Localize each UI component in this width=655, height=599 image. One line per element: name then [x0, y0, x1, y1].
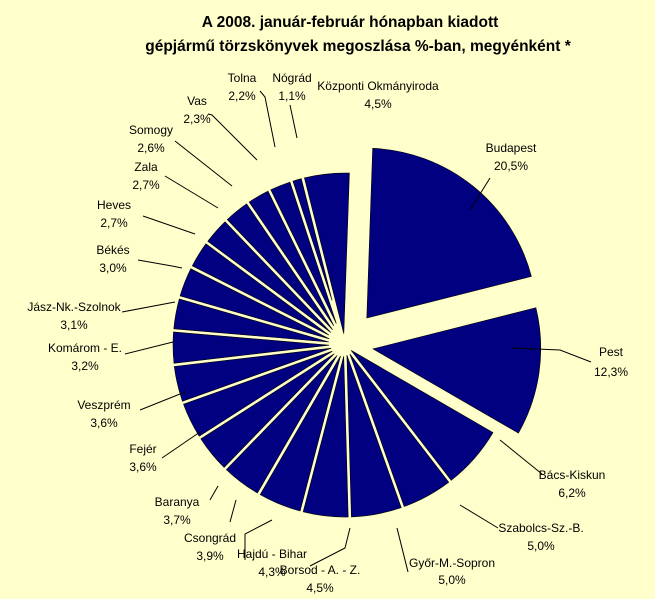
leader-line — [229, 499, 237, 523]
chart-title-line-2: gépjármű törzskönyvek megoszlása %-ban, … — [145, 38, 571, 55]
leader-line — [244, 519, 273, 560]
slice-name-label: Heves — [97, 198, 131, 212]
pie-slice — [349, 353, 450, 507]
pie-slice — [172, 331, 330, 364]
slice-name-label: Somogy — [129, 123, 173, 137]
slice-value-label: 3,6% — [129, 460, 157, 474]
pie-slices — [172, 147, 542, 518]
pie-slice — [200, 353, 335, 468]
pie-slice — [191, 243, 330, 336]
slice-value-label: 4,5% — [306, 581, 334, 595]
slice-name-label: Komárom - E. — [48, 341, 122, 355]
slice-value-label: 3,0% — [99, 261, 127, 275]
leader-line — [164, 175, 219, 209]
slice-value-label: 3,7% — [163, 513, 191, 527]
slice-value-label: 2,6% — [137, 141, 165, 155]
slice-name-label: Baranya — [155, 495, 200, 509]
slice-value-label: 2,7% — [132, 178, 160, 192]
pie-slice — [350, 350, 494, 481]
slice-name-label: Győr-M.-Sopron — [409, 556, 495, 570]
pie-slice — [304, 172, 350, 334]
pie-slice — [173, 347, 332, 402]
slice-name-label: Szabolcs-Sz.-B. — [498, 521, 583, 535]
pie-slice — [225, 355, 338, 494]
chart-title-line-1: A 2008. január-február hónapban kiadott — [202, 14, 499, 31]
slice-value-label: 12,3% — [594, 365, 628, 379]
slice-value-label: 2,7% — [100, 216, 128, 230]
pie-slice — [292, 178, 333, 301]
slice-value-label: 1,1% — [278, 89, 306, 103]
leader-line — [459, 504, 499, 529]
leader-line — [137, 259, 183, 269]
slice-value-label: 4,3% — [258, 565, 286, 579]
leader-line — [139, 391, 186, 411]
slice-value-label: 2,2% — [228, 89, 256, 103]
slice-name-label: Hajdú - Bihar — [237, 547, 307, 561]
slice-value-label: 5,0% — [527, 539, 555, 553]
slice-name-label: Bács-Kiskun — [539, 468, 606, 482]
leader-line — [511, 347, 592, 363]
slice-name-label: Zala — [134, 160, 158, 174]
leader-line — [309, 527, 351, 567]
pie-slice — [179, 268, 330, 340]
leader-line — [289, 104, 298, 139]
slice-name-label: Pest — [599, 345, 624, 359]
leader-line — [469, 177, 491, 211]
slice-name-label: Veszprém — [77, 398, 130, 412]
pie-slice — [183, 350, 333, 437]
leader-line — [209, 485, 219, 501]
slice-labels: Budapest 20,5% Pest 12,3% Bács-Kiskun 6,2% Sza… — [27, 71, 628, 595]
pie-slice — [226, 203, 333, 331]
slice-value-label: 3,1% — [60, 318, 88, 332]
leader-line — [207, 113, 258, 161]
leader-line — [161, 431, 201, 459]
slice-value-label: 5,0% — [438, 573, 466, 587]
pie-slice — [173, 298, 329, 343]
slice-name-label: Budapest — [486, 141, 537, 155]
pie-slice — [372, 307, 542, 434]
slice-name-label: Békés — [96, 243, 129, 257]
pie-slice — [302, 356, 349, 518]
leader-line — [121, 301, 176, 313]
leader-line — [396, 527, 409, 573]
leader-line — [259, 90, 276, 148]
leader-line — [174, 140, 233, 187]
slice-name-label: Csongrád — [184, 531, 236, 545]
pie-slice — [366, 147, 532, 319]
slice-value-label: 3,9% — [196, 549, 224, 563]
slice-name-label: Nógrád — [272, 71, 311, 85]
slice-name-label: Tolna — [228, 71, 257, 85]
leader-line — [499, 439, 543, 475]
slice-value-label: 20,5% — [494, 159, 528, 173]
leader-line — [124, 341, 174, 355]
slice-value-label: 6,2% — [558, 486, 586, 500]
pie-slice — [248, 190, 335, 326]
slice-value-label: 3,2% — [71, 359, 99, 373]
slice-value-label: 2,3% — [183, 112, 211, 126]
slice-value-label: 3,6% — [90, 416, 118, 430]
slice-value-label: 4,5% — [364, 97, 392, 111]
leader-line — [142, 215, 196, 235]
pie-slice — [207, 221, 332, 333]
slice-name-label: Borsod - A. - Z. — [280, 563, 361, 577]
slice-name-label: Központi Okmányiroda — [317, 79, 439, 93]
slice-name-label: Vas — [187, 94, 207, 108]
pie-slice — [270, 181, 337, 324]
pie-slice — [259, 355, 341, 512]
pie-slice — [346, 354, 402, 518]
leader-lines — [121, 90, 592, 573]
slice-name-label: Jász-Nk.-Szolnok — [27, 300, 121, 314]
slice-name-label: Fejér — [129, 442, 156, 456]
